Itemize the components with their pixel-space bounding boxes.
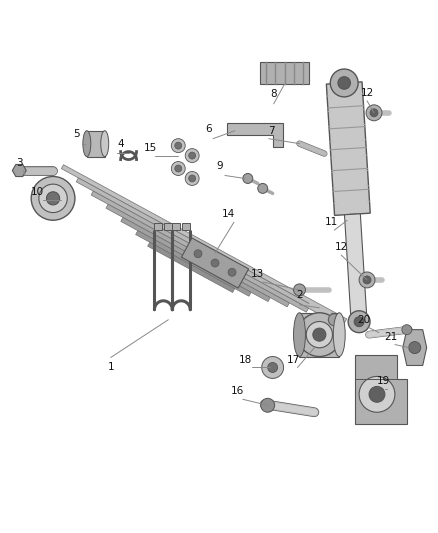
Text: 12: 12 <box>360 88 374 98</box>
Circle shape <box>328 314 340 326</box>
Circle shape <box>409 342 421 353</box>
Polygon shape <box>87 131 105 157</box>
Text: 18: 18 <box>239 354 252 365</box>
Text: 6: 6 <box>205 124 212 134</box>
Polygon shape <box>12 165 26 176</box>
Circle shape <box>189 152 196 159</box>
Text: 14: 14 <box>221 209 235 219</box>
Circle shape <box>366 105 382 121</box>
Bar <box>155 223 162 230</box>
Polygon shape <box>326 82 370 215</box>
Text: 5: 5 <box>74 128 80 139</box>
Circle shape <box>354 317 364 327</box>
Polygon shape <box>76 178 328 318</box>
Circle shape <box>268 362 278 373</box>
Circle shape <box>370 109 378 117</box>
Circle shape <box>31 176 75 220</box>
Circle shape <box>175 142 182 149</box>
Text: 7: 7 <box>268 126 275 136</box>
Circle shape <box>330 69 358 97</box>
Polygon shape <box>148 243 235 293</box>
Circle shape <box>194 250 202 258</box>
Polygon shape <box>403 330 427 366</box>
Polygon shape <box>227 123 283 147</box>
Polygon shape <box>106 204 290 307</box>
Polygon shape <box>181 238 249 288</box>
Text: 15: 15 <box>144 143 157 152</box>
Bar <box>172 223 180 230</box>
Circle shape <box>189 175 196 182</box>
Polygon shape <box>344 214 367 322</box>
Circle shape <box>171 139 185 152</box>
Circle shape <box>297 313 341 357</box>
Text: 19: 19 <box>376 376 389 386</box>
Bar <box>164 223 172 230</box>
Circle shape <box>338 77 350 89</box>
Polygon shape <box>355 354 407 424</box>
Circle shape <box>258 183 268 193</box>
Text: 11: 11 <box>325 217 338 227</box>
Polygon shape <box>300 313 339 357</box>
Text: 12: 12 <box>335 242 348 252</box>
Circle shape <box>369 386 385 402</box>
Circle shape <box>313 328 326 341</box>
Ellipse shape <box>83 131 91 157</box>
Circle shape <box>211 259 219 267</box>
Text: 21: 21 <box>384 332 398 342</box>
Circle shape <box>348 311 370 333</box>
Ellipse shape <box>101 131 109 157</box>
Circle shape <box>359 376 395 412</box>
Polygon shape <box>121 217 270 302</box>
Text: 10: 10 <box>31 188 44 197</box>
Text: 16: 16 <box>231 386 244 397</box>
Circle shape <box>363 276 371 284</box>
Text: 13: 13 <box>251 269 265 279</box>
Circle shape <box>306 321 332 348</box>
Text: 9: 9 <box>217 160 223 171</box>
Circle shape <box>228 268 236 276</box>
Bar <box>260 62 309 84</box>
Circle shape <box>261 398 275 412</box>
Circle shape <box>243 173 253 183</box>
Ellipse shape <box>333 313 345 357</box>
Circle shape <box>46 192 60 205</box>
Text: 17: 17 <box>287 354 300 365</box>
Bar <box>182 223 190 230</box>
Circle shape <box>39 184 67 213</box>
Ellipse shape <box>293 313 305 357</box>
Circle shape <box>185 172 199 185</box>
Text: 8: 8 <box>270 89 277 99</box>
Text: 3: 3 <box>16 158 23 167</box>
Circle shape <box>175 165 182 172</box>
Circle shape <box>359 272 375 288</box>
Text: 4: 4 <box>117 139 124 149</box>
Circle shape <box>185 149 199 163</box>
Circle shape <box>262 357 283 378</box>
Text: 2: 2 <box>296 290 303 300</box>
Circle shape <box>293 284 305 296</box>
Polygon shape <box>61 165 347 323</box>
Circle shape <box>171 161 185 175</box>
Polygon shape <box>136 231 251 296</box>
Polygon shape <box>91 191 308 312</box>
Circle shape <box>402 325 412 335</box>
Text: 1: 1 <box>107 362 114 373</box>
Text: 20: 20 <box>357 314 371 325</box>
